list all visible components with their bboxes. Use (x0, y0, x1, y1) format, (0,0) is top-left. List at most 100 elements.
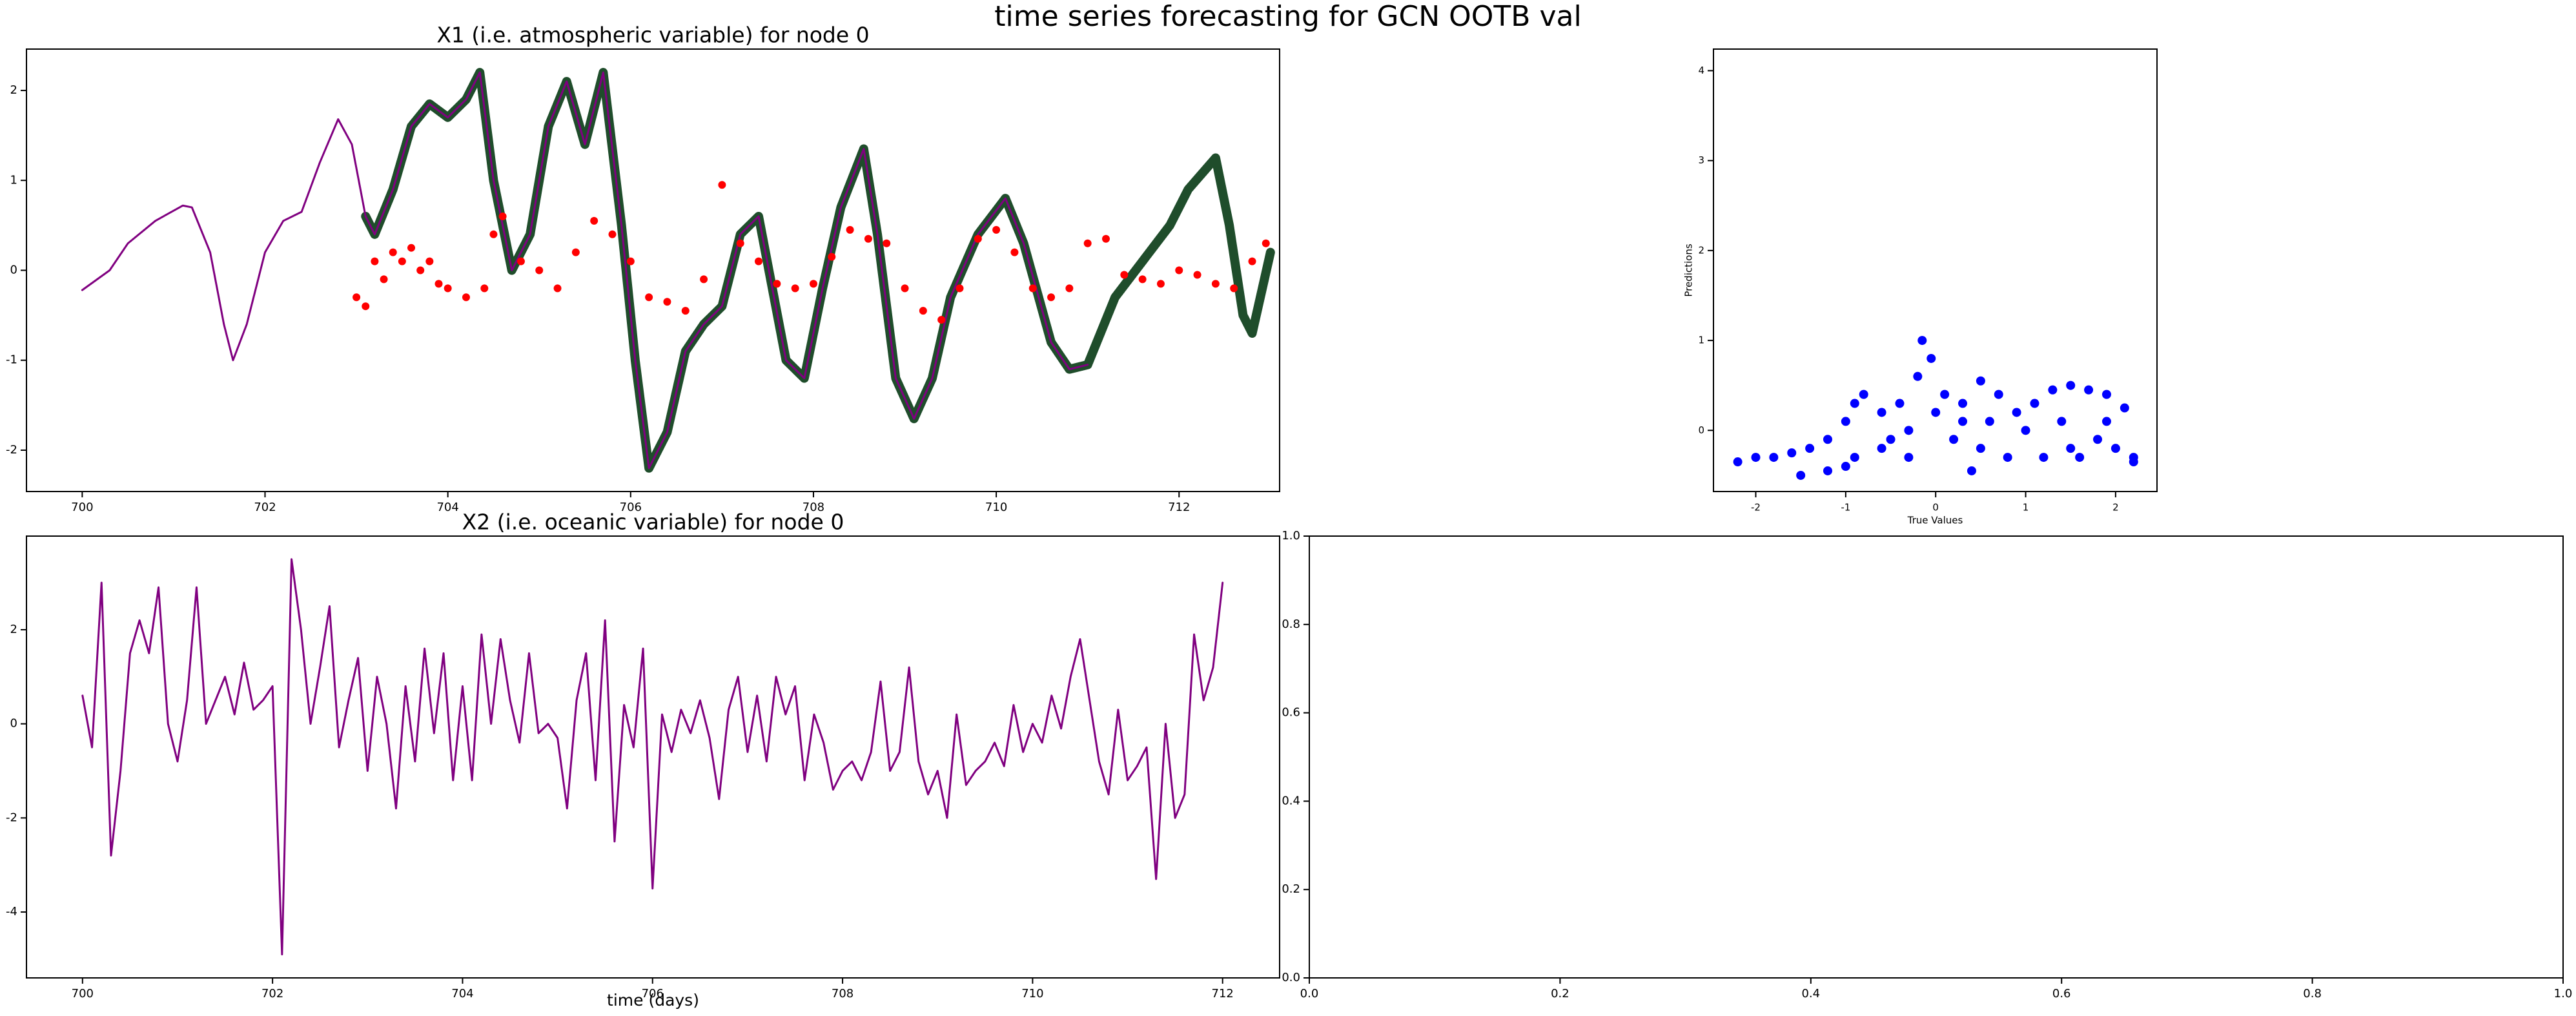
y-tick-label: -4 (6, 905, 17, 918)
x-tick-label: 708 (832, 987, 854, 1000)
scatter-point (1917, 336, 1927, 346)
x-tick-label: 700 (72, 987, 94, 1000)
x-tick-label: 0.8 (2303, 987, 2322, 1000)
scatter-point (1823, 435, 1832, 444)
scatter-point (2084, 385, 2094, 395)
scatter-point (2057, 417, 2067, 426)
y-tick-label: 1 (10, 173, 17, 187)
scatter-point (937, 316, 946, 324)
scatter-point (380, 275, 388, 284)
axes-title: X1 (i.e. atmospheric variable) for node … (436, 23, 869, 48)
scatter-point (1262, 239, 1270, 247)
scatter-point (1841, 417, 1850, 426)
x-tick-label: 700 (71, 501, 93, 514)
x-tick-label: 710 (985, 501, 1007, 514)
scatter-point (362, 302, 370, 311)
y-tick-label: 1.0 (1282, 529, 1300, 543)
y-tick-label: 0.0 (1282, 971, 1300, 984)
x-tick-label: 702 (254, 501, 276, 514)
scatter-point (1850, 453, 1859, 462)
axes-frame (1713, 48, 2158, 492)
scatter-point (736, 239, 744, 247)
scatter-point (1985, 417, 1994, 426)
scatter-point (1787, 448, 1797, 458)
scatter-point (1156, 280, 1165, 288)
scatter-point (2093, 435, 2103, 444)
scatter-point (681, 307, 690, 315)
scatter-point (1976, 444, 1985, 453)
scatter-point (700, 275, 708, 284)
axes-frame (26, 48, 1280, 492)
scatter-point (1211, 280, 1220, 288)
scatter-point (2066, 444, 2076, 453)
scatter-point (498, 212, 507, 220)
x-tick-label: 710 (1021, 987, 1043, 1000)
y-axis-label: Predictions (1683, 244, 1695, 297)
scatter-point (755, 257, 763, 265)
scatter-point (1175, 266, 1183, 275)
scatter-point (1859, 389, 1868, 399)
scatter-point (462, 293, 470, 302)
scatter-point (389, 248, 397, 256)
scatter-point (919, 307, 927, 315)
scatter-point (434, 280, 443, 288)
x-tick-label: 704 (436, 501, 458, 514)
scatter-point (1886, 435, 1896, 444)
axes-title: X2 (i.e. oceanic variable) for node 0 (462, 510, 844, 535)
scatter-point (1193, 271, 1201, 279)
scatter-point (2101, 389, 2111, 399)
scatter-point (1083, 239, 1092, 247)
scatter-point (2003, 453, 2012, 462)
scatter-point (2101, 417, 2111, 426)
scatter-point (489, 230, 498, 238)
scatter-point (2120, 403, 2129, 413)
scatter-point (1102, 234, 1110, 243)
y-tick-label: 0 (10, 264, 17, 277)
scatter-point (1120, 271, 1129, 279)
x-axis-label: time (days) (607, 991, 699, 1010)
x-tick-label: 712 (1212, 987, 1234, 1000)
y-tick-label: 0.4 (1282, 794, 1300, 807)
scatter-point (590, 216, 598, 225)
scatter-point (1877, 444, 1886, 453)
scatter-point (1841, 462, 1850, 472)
x-tick-label: 0.4 (1801, 987, 1820, 1000)
scatter-point (1940, 389, 1950, 399)
scatter-point (992, 225, 1001, 234)
y-tick-label: 0.6 (1282, 706, 1300, 720)
scatter-point (444, 284, 452, 293)
y-tick-label: -2 (6, 443, 17, 457)
scatter-point (535, 266, 544, 275)
scatter-point (1958, 417, 1968, 426)
scatter-point (2048, 385, 2058, 395)
scatter-point (1913, 371, 1923, 381)
scatter-point (1877, 408, 1886, 417)
y-tick-label: -1 (6, 353, 17, 367)
scatter-point (2039, 453, 2049, 462)
y-tick-label: 1 (1698, 335, 1704, 346)
scatter-point (1927, 353, 1936, 363)
scatter-point (626, 257, 635, 265)
scatter-point (828, 253, 836, 261)
scatter-point (2111, 444, 2120, 453)
scatter-point (1805, 444, 1815, 453)
scatter-point (2030, 399, 2039, 408)
axes-frame (1309, 535, 2564, 979)
y-tick-label: 2 (1698, 244, 1704, 256)
y-tick-label: 0 (1698, 424, 1704, 436)
scatter-point (1047, 293, 1056, 302)
x-tick-label: 0.0 (1300, 987, 1319, 1000)
scatter-point (1850, 399, 1859, 408)
y-tick-label: 0.8 (1282, 617, 1300, 631)
scatter-point (398, 257, 406, 265)
scatter-point (353, 293, 361, 302)
scatter-point (1904, 453, 1914, 462)
scatter-point (1010, 248, 1019, 256)
scatter-point (1931, 408, 1941, 417)
scatter-point (571, 248, 580, 256)
scatter-point (1895, 399, 1905, 408)
scatter-point (371, 257, 379, 265)
scatter-point (1769, 453, 1779, 462)
scatter-point (1958, 399, 1968, 408)
